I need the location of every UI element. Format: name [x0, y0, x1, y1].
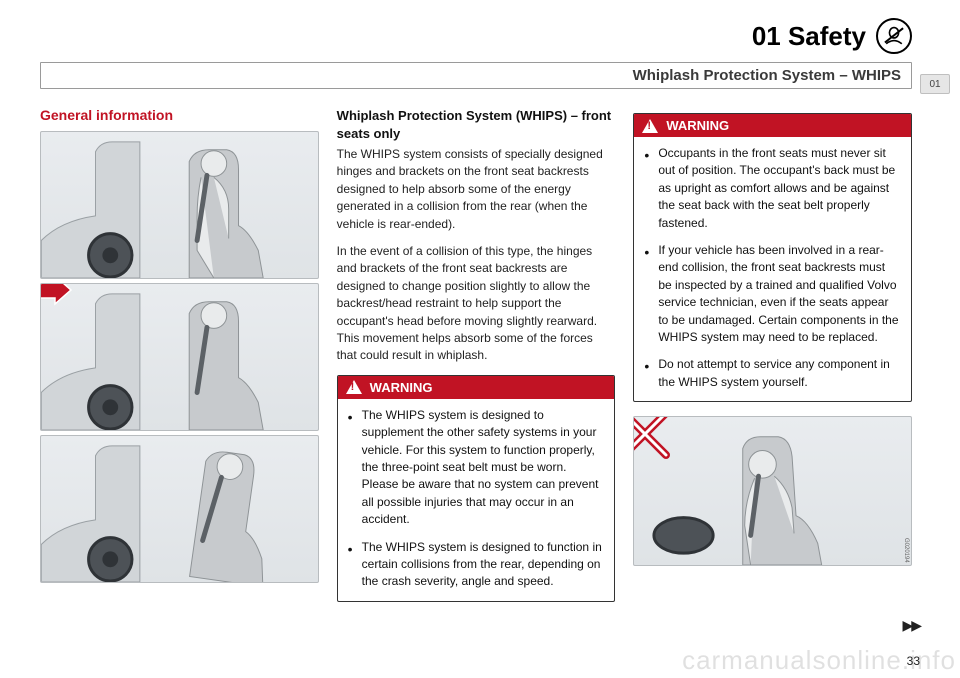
arrow-right-icon — [40, 283, 310, 422]
side-tab: 01 — [920, 74, 950, 94]
warning-item: The WHIPS system is designed to function… — [348, 539, 605, 591]
warning-label: WARNING — [370, 380, 433, 395]
cross-icon — [633, 416, 895, 555]
warning-header: WARNING — [634, 114, 911, 137]
chapter-title: 01 Safety — [752, 21, 866, 52]
warning-item: The WHIPS system is designed to suppleme… — [348, 407, 605, 529]
col1-heading: General information — [40, 107, 319, 123]
warning-header: WARNING — [338, 376, 615, 399]
page: 01 Safety Whiplash Protection System – W… — [0, 0, 960, 678]
column-1: General information — [40, 107, 319, 602]
warning-box-2: WARNING Occupants in the front seats mus… — [633, 113, 912, 402]
warning-body: Occupants in the front seats must never … — [634, 137, 911, 401]
safety-icon — [876, 18, 912, 54]
whips-figure-3 — [40, 435, 319, 583]
continue-indicator: ▶▶ — [902, 617, 920, 634]
warning-body: The WHIPS system is designed to suppleme… — [338, 399, 615, 601]
whips-figure-1 — [40, 131, 319, 279]
warning-item: If your vehicle has been involved in a r… — [644, 242, 901, 346]
warning-item: Do not attempt to service any component … — [644, 356, 901, 391]
column-2: Whiplash Protection System (WHIPS) – fro… — [337, 107, 616, 602]
warning-triangle-icon — [642, 119, 658, 133]
content-columns: General information — [40, 107, 912, 602]
warning-item: Occupants in the front seats must never … — [644, 145, 901, 232]
image-ref: G020194 — [903, 538, 909, 563]
column-3: WARNING Occupants in the front seats mus… — [633, 107, 912, 602]
side-tab-label: 01 — [929, 79, 940, 90]
warning-label: WARNING — [666, 118, 729, 133]
whips-figure-2 — [40, 283, 319, 431]
col2-p1: The WHIPS system consists of specially d… — [337, 146, 616, 233]
chapter-header: 01 Safety — [40, 18, 912, 54]
section-title: Whiplash Protection System – WHIPS — [633, 67, 901, 84]
incorrect-posture-figure: G020194 — [633, 416, 912, 566]
warning-box-1: WARNING The WHIPS system is designed to … — [337, 375, 616, 602]
figure-stack — [40, 131, 319, 583]
watermark: carmanualsonline.info — [682, 645, 956, 676]
col2-heading: Whiplash Protection System (WHIPS) – fro… — [337, 107, 616, 142]
col2-p2: In the event of a collision of this type… — [337, 243, 616, 365]
section-title-bar: Whiplash Protection System – WHIPS — [40, 62, 912, 89]
warning-triangle-icon — [346, 380, 362, 394]
